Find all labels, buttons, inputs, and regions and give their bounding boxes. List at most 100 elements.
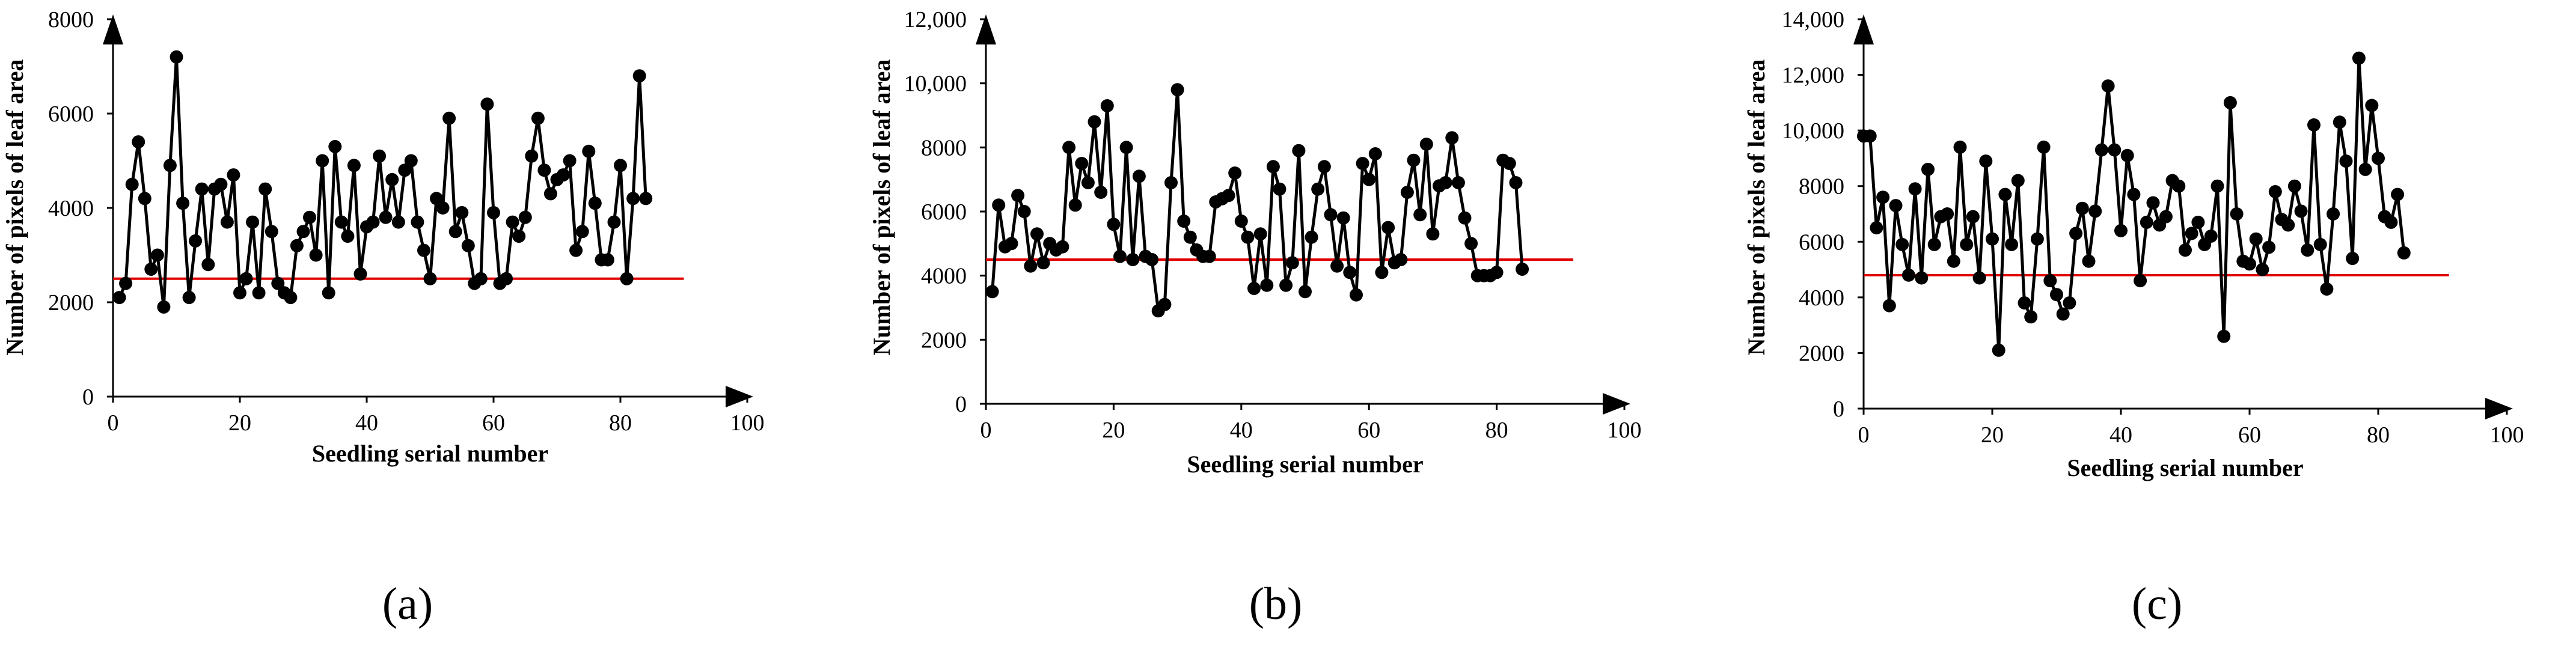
data-point	[2223, 96, 2237, 109]
data-point	[334, 215, 348, 229]
data-point	[1202, 249, 1216, 263]
data-point	[1113, 249, 1127, 263]
y-axis-title: Number of pixels of leaf area	[1743, 59, 1770, 356]
data-point	[2191, 215, 2205, 229]
data-point	[1075, 157, 1089, 170]
data-point	[1953, 140, 1967, 154]
data-point	[2056, 307, 2070, 321]
data-point	[1247, 282, 1261, 295]
data-point	[2127, 187, 2141, 201]
data-point	[1998, 187, 2012, 201]
x-tick-label: 40	[355, 410, 378, 436]
data-point	[607, 215, 621, 229]
data-point	[430, 192, 443, 206]
y-axis-arrow-icon	[1853, 14, 1874, 44]
data-point	[2088, 204, 2102, 218]
data-point	[512, 230, 526, 243]
data-point	[2320, 282, 2334, 296]
data-point	[1317, 160, 1331, 174]
x-axis-arrow-icon	[2485, 398, 2513, 419]
y-tick-label: 10,000	[904, 72, 967, 97]
x-axis-arrow-icon	[726, 386, 753, 407]
data-point	[1986, 232, 1999, 246]
series-line	[991, 88, 1524, 312]
data-point	[2134, 274, 2147, 288]
data-point	[1279, 278, 1293, 292]
data-point	[1882, 299, 1896, 312]
data-point	[2069, 227, 2083, 240]
data-point	[1426, 227, 1440, 241]
y-tick-label: 0	[82, 385, 94, 410]
data-point	[2281, 218, 2295, 232]
data-point	[1419, 138, 1433, 151]
data-point	[985, 285, 999, 299]
data-point	[1464, 237, 1478, 251]
data-point	[1119, 141, 1133, 154]
data-point	[1895, 237, 1909, 251]
x-tick-label: 0	[981, 418, 992, 443]
data-point	[1356, 157, 1369, 170]
data-point	[2384, 215, 2398, 229]
data-point	[112, 291, 126, 305]
y-tick-label: 2000	[921, 328, 967, 353]
data-point	[201, 258, 215, 272]
data-point	[2185, 227, 2198, 240]
data-point	[2313, 237, 2327, 251]
data-point	[404, 154, 418, 168]
data-point	[2172, 179, 2186, 193]
data-point	[2346, 252, 2360, 266]
y-tick-label: 6000	[921, 200, 967, 225]
panel-label: (a)	[382, 579, 433, 629]
data-point	[391, 215, 405, 229]
y-tick-label: 0	[1833, 397, 1844, 422]
y-tick-label: 14,000	[1782, 7, 1845, 32]
data-point	[2140, 215, 2153, 229]
x-tick-label: 0	[108, 410, 119, 436]
data-point	[233, 286, 246, 300]
data-point	[259, 182, 272, 196]
data-point	[1941, 207, 1954, 221]
chart-panel-b: 0 2000 4000 6000 8000 10,000 12,000 0 20 40 60 80 10…	[868, 7, 1642, 629]
data-point	[2243, 257, 2256, 271]
data-point	[2005, 237, 2019, 251]
data-point	[2043, 274, 2057, 288]
data-point	[1170, 83, 1184, 97]
x-tick-label: 60	[2238, 422, 2261, 448]
data-point	[398, 163, 412, 177]
data-point	[1901, 268, 1915, 282]
data-point	[2333, 115, 2346, 129]
data-point	[1299, 285, 1312, 299]
data-point	[1876, 190, 1890, 204]
data-point	[1260, 278, 1274, 292]
data-point	[1094, 186, 1108, 199]
data-point	[461, 239, 475, 252]
data-point	[1947, 254, 1960, 268]
y-tick-label: 4000	[48, 196, 94, 221]
chart-panel-a: 0 2000 4000 6000 8000 0 20 40 60 80 100 Seedling se…	[1, 7, 765, 629]
data-point	[119, 276, 133, 290]
data-point	[2327, 207, 2340, 221]
data-point	[1516, 263, 1529, 276]
data-point	[1145, 253, 1159, 266]
data-point	[1509, 176, 1523, 189]
data-point	[2217, 329, 2231, 343]
data-point	[1362, 172, 1376, 186]
data-point	[992, 198, 1006, 212]
data-point	[1490, 266, 1504, 279]
data-point	[150, 248, 164, 262]
y-tick-label: 4000	[1799, 285, 1844, 311]
data-point	[2372, 151, 2385, 165]
data-point	[518, 210, 532, 224]
data-point	[2256, 263, 2269, 276]
data-point	[1222, 189, 1235, 203]
data-point	[1870, 221, 1883, 235]
data-point	[296, 225, 310, 239]
data-point	[1285, 256, 1299, 270]
data-point	[1024, 259, 1038, 273]
data-point	[309, 248, 323, 262]
data-point	[1253, 227, 1267, 241]
data-point	[322, 286, 335, 300]
y-tick-label: 10,000	[1782, 118, 1845, 144]
data-point	[1081, 176, 1095, 189]
